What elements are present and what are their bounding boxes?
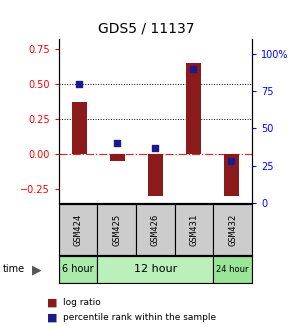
Bar bbox=[148, 154, 163, 196]
Text: ▶: ▶ bbox=[32, 263, 41, 276]
Bar bbox=[175, 204, 213, 255]
Point bbox=[115, 141, 120, 146]
Text: 12 hour: 12 hour bbox=[134, 265, 177, 274]
Text: 6 hour: 6 hour bbox=[62, 265, 94, 274]
Bar bbox=[186, 63, 201, 154]
Bar bbox=[59, 256, 97, 283]
Text: ■: ■ bbox=[47, 298, 57, 307]
Text: GSM424: GSM424 bbox=[74, 214, 82, 246]
Point bbox=[77, 81, 82, 86]
Text: GSM426: GSM426 bbox=[151, 214, 160, 246]
Bar bbox=[72, 102, 87, 154]
Text: time: time bbox=[3, 265, 25, 274]
Bar bbox=[213, 204, 252, 255]
Text: GDS5 / 11137: GDS5 / 11137 bbox=[98, 21, 195, 35]
Point bbox=[191, 66, 195, 72]
Text: GSM425: GSM425 bbox=[112, 214, 121, 246]
Point bbox=[153, 145, 158, 150]
Text: percentile rank within the sample: percentile rank within the sample bbox=[63, 313, 216, 322]
Bar bbox=[136, 204, 175, 255]
Text: 24 hour: 24 hour bbox=[217, 265, 249, 274]
Point bbox=[229, 159, 234, 164]
Text: log ratio: log ratio bbox=[63, 298, 101, 307]
Text: ■: ■ bbox=[47, 312, 57, 322]
Bar bbox=[59, 204, 97, 255]
Text: GSM432: GSM432 bbox=[228, 214, 237, 246]
Bar bbox=[97, 256, 213, 283]
Text: GSM431: GSM431 bbox=[190, 214, 198, 246]
Bar bbox=[110, 154, 125, 161]
Bar bbox=[224, 154, 239, 196]
Bar bbox=[213, 256, 252, 283]
Bar bbox=[97, 204, 136, 255]
